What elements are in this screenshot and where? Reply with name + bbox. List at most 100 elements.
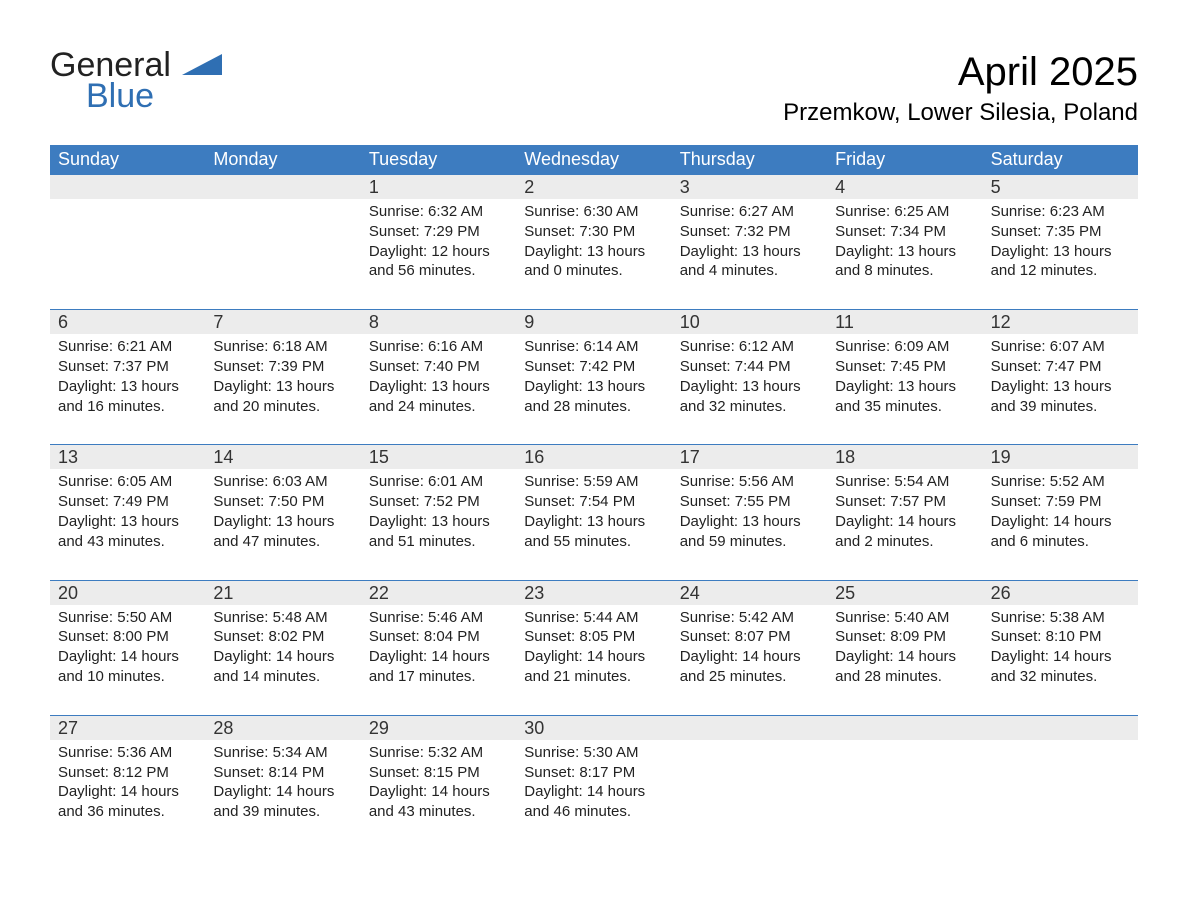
sunrise-value: 5:34 AM (273, 744, 328, 761)
day-number: 25 (827, 580, 982, 605)
day-number-empty (672, 715, 827, 740)
sunrise-value: 5:50 AM (117, 609, 172, 626)
daylight-label: Daylight: (680, 513, 738, 530)
day-content-empty (50, 199, 205, 309)
day-number: 3 (672, 174, 827, 199)
sunset-value: 8:09 PM (890, 628, 946, 645)
sunset-label: Sunset: (369, 223, 420, 240)
sunrise-value: 5:40 AM (894, 609, 949, 626)
dow-header: Thursday (672, 145, 827, 174)
day-content: Sunrise: 5:59 AMSunset: 7:54 PMDaylight:… (516, 469, 671, 579)
dow-header: Wednesday (516, 145, 671, 174)
sunset-value: 7:47 PM (1046, 358, 1102, 375)
day-number: 2 (516, 174, 671, 199)
day-number: 10 (672, 309, 827, 334)
daylight-label: Daylight: (369, 783, 427, 800)
day-number: 4 (827, 174, 982, 199)
day-number: 17 (672, 444, 827, 469)
day-content: Sunrise: 5:48 AMSunset: 8:02 PMDaylight:… (205, 605, 360, 715)
sunrise-value: 5:38 AM (1050, 609, 1105, 626)
sunset-label: Sunset: (369, 358, 420, 375)
sunrise-label: Sunrise: (213, 338, 268, 355)
day-number: 24 (672, 580, 827, 605)
daylight-label: Daylight: (524, 783, 582, 800)
day-number: 7 (205, 309, 360, 334)
page-header: General Blue April 2025 Przemkow, Lower … (50, 50, 1138, 127)
sunrise-label: Sunrise: (835, 203, 890, 220)
daylight-label: Daylight: (369, 648, 427, 665)
day-content: Sunrise: 5:38 AMSunset: 8:10 PMDaylight:… (983, 605, 1138, 715)
sunset-label: Sunset: (58, 358, 109, 375)
sunset-value: 7:49 PM (113, 493, 169, 510)
sunrise-label: Sunrise: (991, 473, 1046, 490)
daylight-label: Daylight: (213, 513, 271, 530)
sunrise-value: 5:46 AM (428, 609, 483, 626)
daylight-label: Daylight: (524, 243, 582, 260)
day-number: 23 (516, 580, 671, 605)
day-content: Sunrise: 6:25 AMSunset: 7:34 PMDaylight:… (827, 199, 982, 309)
sunrise-value: 6:25 AM (894, 203, 949, 220)
daylight-label: Daylight: (991, 648, 1049, 665)
day-content-empty (205, 199, 360, 309)
day-number: 27 (50, 715, 205, 740)
sunset-label: Sunset: (213, 358, 264, 375)
day-content: Sunrise: 5:52 AMSunset: 7:59 PMDaylight:… (983, 469, 1138, 579)
day-number: 12 (983, 309, 1138, 334)
sunset-label: Sunset: (991, 223, 1042, 240)
sunset-label: Sunset: (991, 493, 1042, 510)
day-number: 13 (50, 444, 205, 469)
day-content: Sunrise: 5:34 AMSunset: 8:14 PMDaylight:… (205, 740, 360, 850)
day-number: 15 (361, 444, 516, 469)
title-block: April 2025 Przemkow, Lower Silesia, Pola… (783, 50, 1138, 127)
sunrise-value: 6:27 AM (739, 203, 794, 220)
sunrise-label: Sunrise: (524, 744, 579, 761)
sunset-label: Sunset: (991, 358, 1042, 375)
day-number: 26 (983, 580, 1138, 605)
day-content: Sunrise: 6:09 AMSunset: 7:45 PMDaylight:… (827, 334, 982, 444)
day-content: Sunrise: 5:46 AMSunset: 8:04 PMDaylight:… (361, 605, 516, 715)
sunset-value: 7:52 PM (424, 493, 480, 510)
sunset-label: Sunset: (58, 628, 109, 645)
daylight-label: Daylight: (58, 378, 116, 395)
day-content: Sunrise: 6:16 AMSunset: 7:40 PMDaylight:… (361, 334, 516, 444)
sunset-label: Sunset: (680, 493, 731, 510)
day-number: 20 (50, 580, 205, 605)
sunrise-value: 6:18 AM (273, 338, 328, 355)
sunset-value: 8:15 PM (424, 764, 480, 781)
day-number-empty (50, 174, 205, 199)
day-content: Sunrise: 6:14 AMSunset: 7:42 PMDaylight:… (516, 334, 671, 444)
daylight-label: Daylight: (213, 648, 271, 665)
logo-text: General Blue (50, 50, 222, 111)
sunrise-value: 5:52 AM (1050, 473, 1105, 490)
sunrise-label: Sunrise: (524, 203, 579, 220)
day-content: Sunrise: 5:30 AMSunset: 8:17 PMDaylight:… (516, 740, 671, 850)
daylight-label: Daylight: (835, 648, 893, 665)
sunset-label: Sunset: (991, 628, 1042, 645)
sunrise-value: 6:21 AM (117, 338, 172, 355)
day-content: Sunrise: 6:01 AMSunset: 7:52 PMDaylight:… (361, 469, 516, 579)
daylight-label: Daylight: (835, 513, 893, 530)
page-title: April 2025 (783, 50, 1138, 95)
sunset-label: Sunset: (213, 628, 264, 645)
daylight-label: Daylight: (369, 243, 427, 260)
daylight-label: Daylight: (524, 378, 582, 395)
sunrise-label: Sunrise: (680, 203, 735, 220)
dow-header: Tuesday (361, 145, 516, 174)
calendar-grid: SundayMondayTuesdayWednesdayThursdayFrid… (50, 145, 1138, 850)
day-number: 30 (516, 715, 671, 740)
sunrise-label: Sunrise: (369, 473, 424, 490)
sunset-value: 8:12 PM (113, 764, 169, 781)
sunset-value: 7:42 PM (579, 358, 635, 375)
sunset-value: 8:05 PM (579, 628, 635, 645)
sunset-label: Sunset: (835, 493, 886, 510)
sunset-value: 7:40 PM (424, 358, 480, 375)
day-number: 19 (983, 444, 1138, 469)
sunset-value: 8:10 PM (1046, 628, 1102, 645)
sunrise-value: 6:14 AM (583, 338, 638, 355)
day-number: 28 (205, 715, 360, 740)
daylight-label: Daylight: (991, 513, 1049, 530)
daylight-label: Daylight: (213, 378, 271, 395)
daylight-label: Daylight: (680, 243, 738, 260)
day-number: 14 (205, 444, 360, 469)
dow-header: Sunday (50, 145, 205, 174)
